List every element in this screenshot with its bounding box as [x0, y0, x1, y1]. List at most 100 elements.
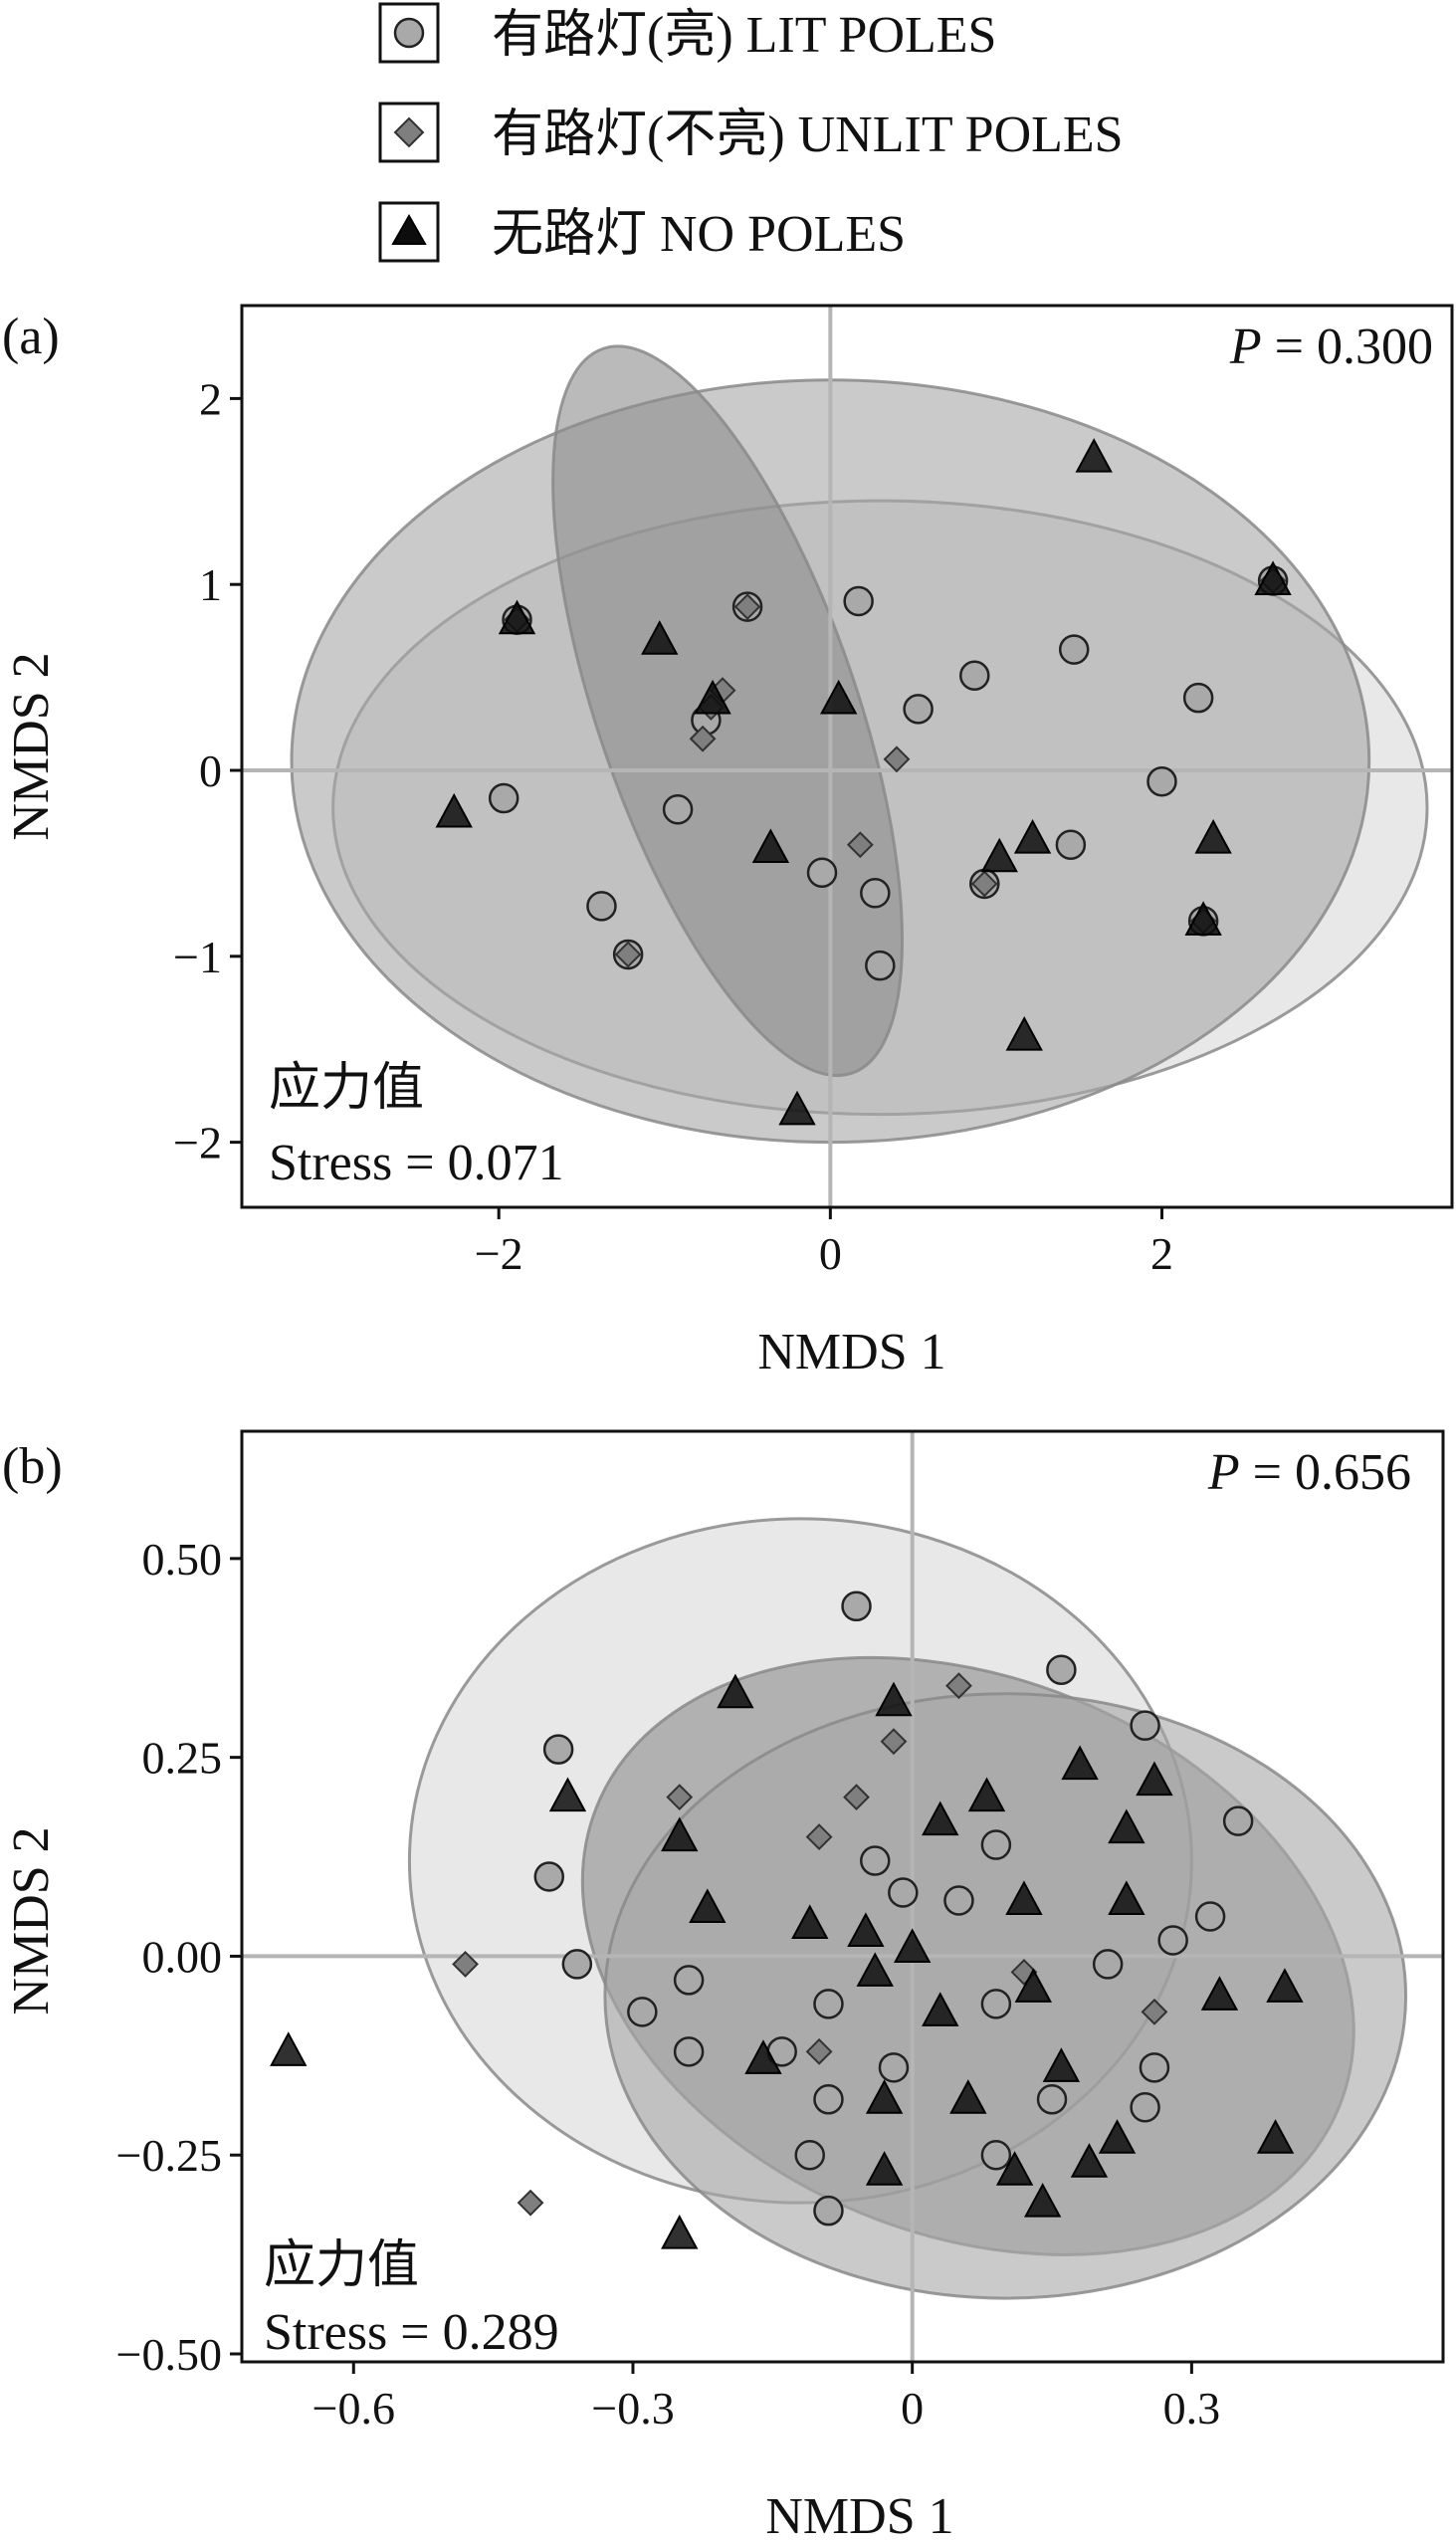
- x-tick-label: 0: [901, 2383, 924, 2434]
- point-none: [661, 2215, 699, 2249]
- point-none: [744, 2039, 782, 2074]
- panel-b-p-value: P = 0.656: [1207, 1444, 1411, 1501]
- point-none: [980, 837, 1018, 873]
- legend-label-lit: 有路灯(亮) LIT POLES: [492, 7, 996, 64]
- point-none: [1108, 1808, 1145, 1844]
- point-none: [1136, 1761, 1173, 1797]
- point-lit: [1139, 2052, 1170, 2083]
- point-none: [967, 1777, 1006, 1812]
- point-none: [778, 1090, 816, 1126]
- point-unlit: [805, 1823, 833, 1850]
- panel-b-stress: Stress = 0.289: [264, 2304, 559, 2361]
- panel-b: (b) −0.6 −0.3 0 0.3 −0.50 −0.25 0.00 0.25 0.50 P…: [2, 1429, 1445, 2545]
- point-none: [1254, 560, 1292, 595]
- point-lit: [865, 950, 896, 981]
- point-unlit: [880, 1728, 908, 1756]
- point-none: [922, 1992, 959, 2026]
- panel-b-p-number: = 0.656: [1240, 1444, 1411, 1501]
- legend: 有路灯(亮) LIT POLES 有路灯(不亮) UNLIT POLES 无路灯…: [378, 2, 1124, 263]
- y-tick-label: −1: [173, 932, 222, 982]
- point-lit: [627, 1997, 658, 2027]
- y-tick-label: 0.00: [142, 1931, 223, 1982]
- point-lit: [561, 1949, 593, 1980]
- point-none: [922, 1801, 959, 1836]
- point-lit: [1036, 2084, 1068, 2115]
- point-unlit: [614, 941, 642, 968]
- legend-marker-lit: [393, 17, 425, 49]
- plot-frame: [240, 304, 1454, 1209]
- panel-a-p-number: = 0.300: [1262, 318, 1433, 375]
- point-none: [548, 1777, 587, 1812]
- point-none: [1005, 1016, 1043, 1051]
- point-unlit: [883, 745, 911, 773]
- legend-marker-none: [391, 213, 427, 245]
- point-lit: [813, 2195, 844, 2227]
- point-none: [641, 620, 679, 655]
- legend-label-unlit: 有路灯(不亮) UNLIT POLES: [492, 106, 1124, 163]
- point-lit: [980, 2139, 1012, 2171]
- point-none: [1061, 1745, 1099, 1781]
- point-lit: [806, 857, 838, 889]
- point-lit: [943, 1885, 974, 1916]
- legend-box-lit: [378, 2, 440, 64]
- point-lit: [878, 2052, 910, 2083]
- point-none: [751, 828, 790, 863]
- panel-a-ylabel: NMDS 2: [3, 652, 60, 840]
- point-lit: [488, 782, 520, 814]
- legend-marker-unlit: [393, 116, 425, 148]
- panel-a: (a) −2 0 2 −2 −1 0 1 2 P = 0.300 应力值 Stress = 0…: [2, 304, 1454, 1380]
- point-lit: [662, 793, 694, 825]
- point-lit: [813, 1989, 844, 2019]
- panel-b-points: [270, 1591, 1304, 2249]
- point-none: [1014, 1968, 1052, 2003]
- point-lit: [980, 1989, 1012, 2019]
- point-unlit: [846, 831, 874, 859]
- point-none: [717, 1673, 754, 1709]
- point-none: [1005, 1880, 1043, 1915]
- panel-b-label: (b): [2, 1438, 63, 1495]
- panel-b-p-symbol: P: [1207, 1444, 1240, 1501]
- point-none: [1194, 819, 1232, 854]
- panel-a-stress: Stress = 0.071: [269, 1135, 564, 1191]
- panel-b-axes: −0.6 −0.3 0 0.3 −0.50 −0.25 0.00 0.25 0.50: [116, 1429, 1445, 2434]
- point-lit: [1130, 2092, 1160, 2123]
- point-none: [1042, 2047, 1081, 2082]
- point-none: [1200, 1976, 1239, 2011]
- point-none: [661, 1816, 699, 1852]
- point-none: [949, 2079, 987, 2114]
- point-lit: [1157, 1925, 1188, 1956]
- panel-b-stress-cn: 应力值: [264, 2237, 419, 2294]
- point-lit: [586, 891, 617, 922]
- y-tick-label: −2: [173, 1118, 222, 1168]
- x-tick-label: 0.3: [1163, 2383, 1221, 2434]
- point-lit: [673, 1965, 705, 1996]
- point-none: [435, 792, 473, 828]
- point-none: [893, 1928, 932, 1963]
- point-unlit: [945, 1672, 972, 1700]
- point-lit: [841, 1591, 872, 1622]
- panel-a-p-value: P = 0.300: [1229, 318, 1433, 375]
- point-none: [694, 679, 731, 715]
- point-lit: [1182, 682, 1214, 714]
- y-tick-label: −0.50: [116, 2329, 222, 2380]
- point-none: [1098, 2119, 1137, 2154]
- point-unlit: [970, 870, 998, 898]
- point-lit: [843, 585, 874, 617]
- y-tick-label: 2: [199, 373, 222, 424]
- point-unlit: [733, 593, 761, 621]
- panel-a-ellipses: [290, 344, 1429, 1145]
- point-lit: [1046, 1654, 1077, 1685]
- y-tick-label: 0.25: [142, 1733, 223, 1784]
- point-lit: [1058, 634, 1090, 665]
- point-none: [1013, 819, 1052, 854]
- point-unlit: [843, 1784, 870, 1811]
- point-lit: [813, 2084, 844, 2115]
- point-unlit: [689, 725, 717, 752]
- point-lit: [1194, 1901, 1226, 1932]
- point-none: [847, 1912, 885, 1947]
- point-lit: [1222, 1805, 1254, 1836]
- panel-a-axes: −2 0 2 −2 −1 0 1 2: [173, 304, 1454, 1279]
- panel-a-p-symbol: P: [1229, 318, 1262, 375]
- x-tick-label: 2: [1150, 1228, 1173, 1279]
